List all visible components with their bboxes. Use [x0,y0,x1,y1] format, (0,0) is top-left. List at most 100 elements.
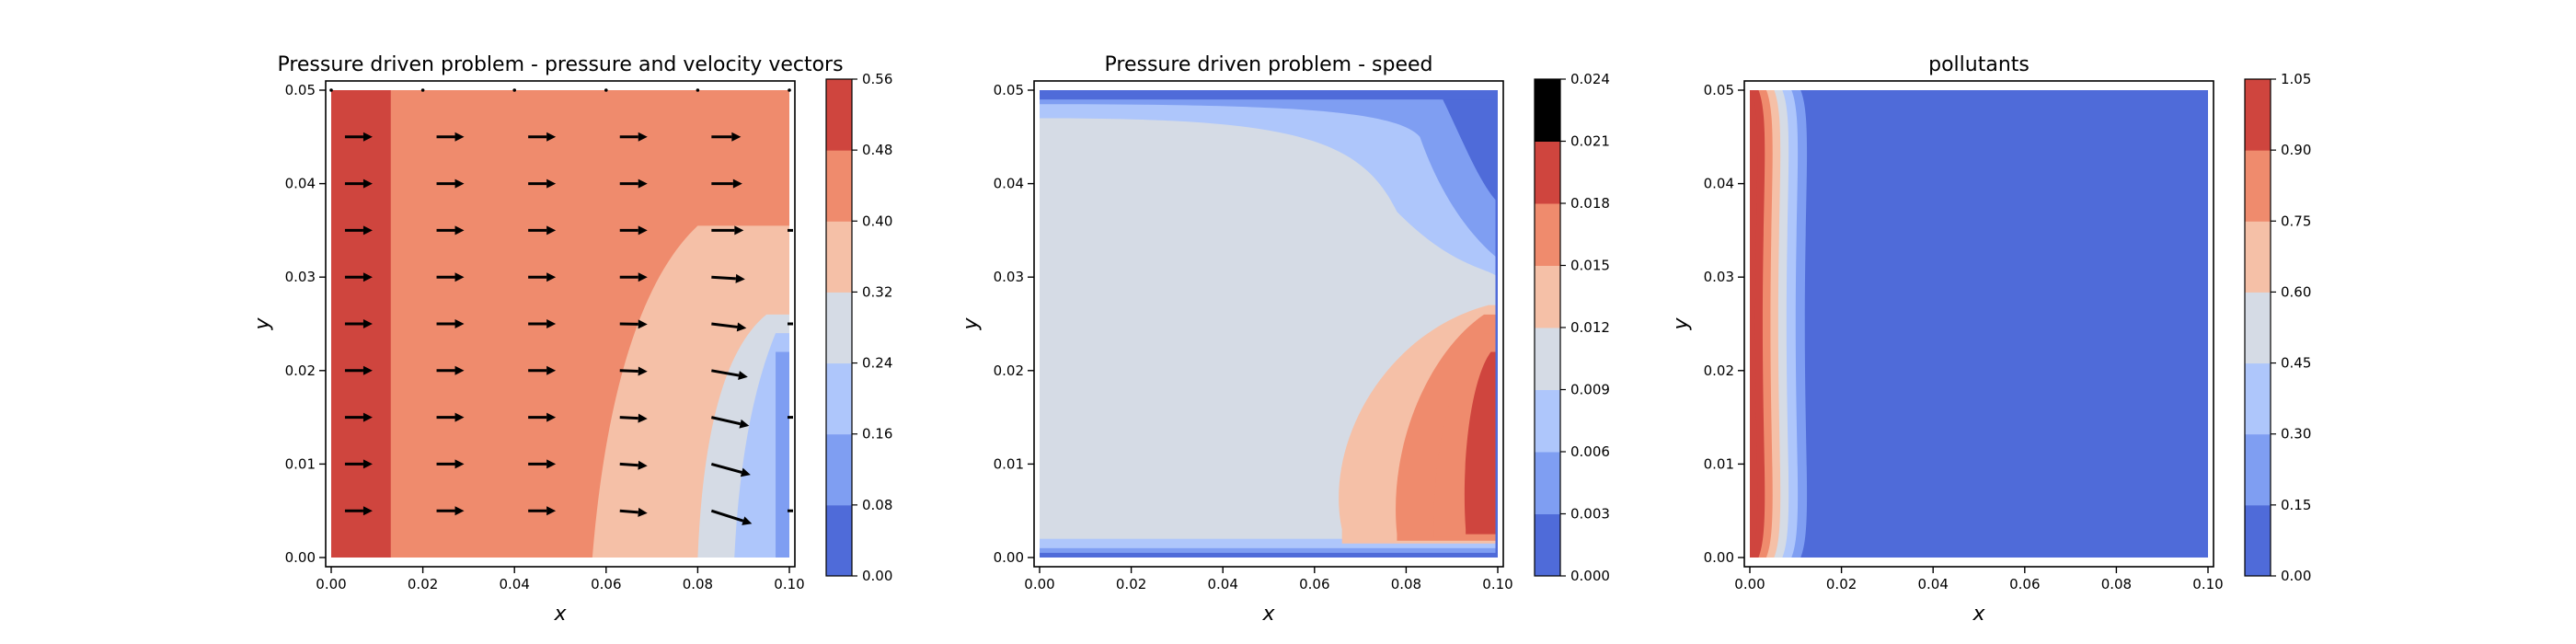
arrow-head [454,225,465,236]
colorbar: 0.00 0.15 0.30 0.45 0.60 0.75 0.90 1.05 [2244,71,2311,584]
colorbar-segment [1535,452,1560,514]
velocity-arrow [344,365,373,375]
velocity-arrow [528,412,557,422]
velocity-arrow [436,412,465,422]
colorbar-segment [2245,221,2271,293]
arrow-head [638,507,648,517]
arrow-head [638,225,648,236]
x-tick-label: 0.10 [2192,576,2223,592]
boundary-marker [788,322,793,326]
velocity-arrow [436,365,465,375]
velocity-arrow [711,416,750,429]
colorbar-tick-label: 0.006 [1570,443,1610,460]
chart-title: pollutants [1928,53,2030,76]
boundary-marker [512,88,516,92]
colorbar-segment [826,292,852,364]
colorbar-segment [1535,203,1560,266]
y-tick-label: 0.05 [1704,82,1734,98]
colorbar-tick-label: 0.018 [1570,195,1610,212]
velocity-arrow [619,272,648,282]
panel-1: 0.00 0.02 0.04 0.06 0.08 0.10 0.00 0.01 0.02 0.03… [251,53,892,626]
y-tick-label: 0.04 [285,176,316,192]
arrow-head [454,272,465,282]
arrow-head [454,459,465,469]
y-tick-label: 0.03 [285,269,316,285]
x-axis-label: x [1972,603,1985,626]
y-tick-label: 0.03 [994,269,1024,285]
velocity-arrow [436,178,465,189]
arrow-head [454,365,465,375]
boundary-marker [788,88,791,92]
axes-frame [1033,80,1504,568]
colorbar-tick-label: 1.05 [2281,71,2311,87]
region-0.00-0.15 [1750,90,2208,558]
arrow-head [546,319,557,328]
x-tick-label: 0.08 [1391,576,1421,592]
velocity-arrow [528,506,557,516]
arrow-shaft [711,369,740,377]
velocity-arrow [436,272,465,282]
arrow-head [546,365,557,375]
velocity-arrow [711,273,745,283]
arrow-head [546,412,557,422]
x-tick-label: 0.06 [2009,576,2040,592]
x-tick-label: 0.10 [1482,576,1512,592]
velocity-arrow [619,460,648,470]
arrow-shaft [619,416,638,420]
y-axis-label: y [1670,317,1693,331]
boundary-marker [604,88,608,92]
axes-frame [325,80,796,568]
velocity-arrow [711,225,744,236]
arrow-head [454,178,465,189]
arrow-head [454,412,465,422]
colorbar-segment [2245,292,2271,364]
region-right-wall [1495,90,1498,558]
velocity-arrow [528,272,557,282]
velocity-arrow [344,412,373,422]
velocity-arrow [436,459,465,469]
x-tick-label: 0.04 [499,576,529,592]
arrow-shaft [711,322,738,328]
arrow-shaft [619,369,638,373]
velocity-arrow [711,369,748,380]
region-0.000-0.003-top-strip [1040,90,1498,100]
arrow-head [734,225,744,236]
arrow-head [638,413,648,423]
colorbar-frame [2244,78,2271,577]
colorbar-segment [826,504,852,577]
colorbar-segment [2245,504,2271,577]
chart-title: Pressure driven problem - pressure and v… [277,53,843,76]
plot-area [326,81,795,567]
x-tick-label: 0.00 [1024,576,1054,592]
arrow-head [546,225,557,236]
arrow-shaft [619,462,638,467]
colorbar-tick-label: 0.32 [862,283,892,300]
velocity-arrow [711,322,747,332]
velocity-arrow [528,459,557,469]
boundary-marker [788,509,793,512]
arrow-head [638,272,648,282]
x-tick-label: 0.06 [1299,576,1329,592]
boundary-marker [788,416,793,420]
velocity-arrow [436,506,465,516]
x-tick-label: 0.00 [1734,576,1765,592]
colorbar-segment [2245,79,2271,151]
colorbar-segment [1535,265,1560,328]
colorbar-segment [826,221,852,293]
x-tick-label: 0.04 [1917,576,1948,592]
colorbar-tick-label: 0.30 [2281,426,2311,443]
y-axis-label: y [251,317,274,331]
y-tick-label: 0.02 [285,362,316,379]
arrow-shaft [710,509,744,523]
y-tick-label: 0.04 [1704,176,1734,192]
colorbar-tick-label: 0.00 [862,568,892,584]
velocity-arrow [436,132,465,142]
velocity-arrow [619,366,648,376]
arrow-head [738,371,748,380]
velocity-arrow [619,178,648,189]
colorbar-tick-label: 0.40 [862,213,892,229]
velocity-arrow [344,459,373,469]
colorbar-frame [825,78,853,577]
velocity-arrow [436,225,465,236]
